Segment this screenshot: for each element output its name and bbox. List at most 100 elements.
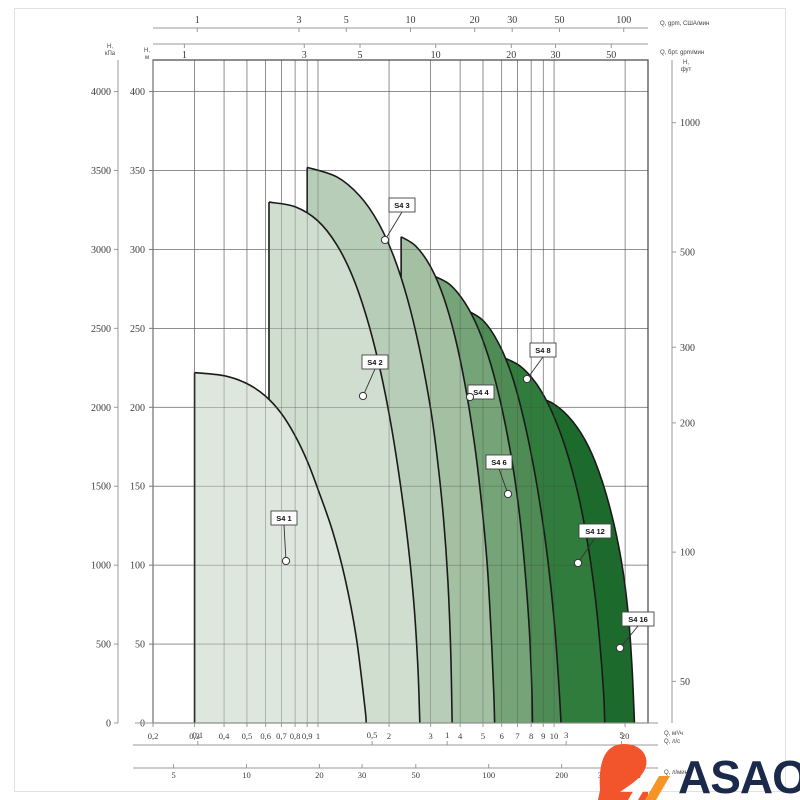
- callout-leader-line: [362, 368, 376, 397]
- curve-point-marker[interactable]: [465, 392, 475, 402]
- callout-box[interactable]: [621, 611, 655, 627]
- curve-point-marker[interactable]: [503, 489, 513, 499]
- curve-point-marker[interactable]: [380, 235, 390, 245]
- callout-leader-line: [619, 625, 639, 649]
- callout-label: S4 2: [367, 358, 382, 367]
- axis-tick-label-ls: 0,5: [367, 730, 378, 740]
- curve-area: [194, 372, 367, 723]
- axis-tick-label-lmin: 200: [555, 770, 568, 780]
- curve-line: [400, 236, 496, 724]
- axis-title-ls: Q, л/с: [664, 739, 680, 745]
- curve-point-marker[interactable]: [573, 558, 583, 568]
- axis-tick-label-ft: 500: [680, 248, 695, 259]
- callout-box[interactable]: [270, 510, 298, 526]
- axis-tick-label-m3h: 2: [387, 731, 391, 741]
- axis-tick-label-ft: 100: [680, 548, 695, 559]
- callout-box[interactable]: [485, 454, 513, 470]
- axis-tick-label-brtgpm: 20: [506, 50, 516, 61]
- callout-label: S4 3: [394, 201, 409, 210]
- callout-label: S4 4: [473, 388, 489, 397]
- callout[interactable]: S4 3: [380, 197, 416, 245]
- asao-mark-slash-2: [645, 776, 670, 800]
- axis-tick-label-m: 100: [130, 561, 145, 572]
- curve-line: [464, 308, 562, 724]
- axis-tick-label-ft: 1000: [680, 118, 700, 129]
- axis-tick-label-kpa: 2500: [91, 324, 111, 335]
- curve-point-marker[interactable]: [522, 374, 532, 384]
- axis-tick-label-m: 150: [130, 482, 145, 493]
- axis-tick-label-kpa: 3500: [91, 166, 111, 177]
- axis-tick-label-usgpm: 5: [344, 15, 349, 26]
- axes-layer: 050100150200250300350400H,м0500100015002…: [91, 15, 709, 780]
- callout[interactable]: S4 8: [522, 342, 557, 384]
- axis-tick-label-m: 200: [130, 403, 145, 414]
- callout[interactable]: S4 16: [615, 611, 655, 653]
- axis-tick-label-m: 300: [130, 245, 145, 256]
- axis-tick-label-m3h: 20: [621, 731, 630, 741]
- axis-tick-label-m3h: 0,4: [219, 731, 230, 741]
- axis-tick-label-m3h: 5: [481, 731, 485, 741]
- axis-tick-label-m3h: 0,3: [189, 731, 200, 741]
- curve-point-marker[interactable]: [281, 556, 291, 566]
- callout-box[interactable]: [361, 354, 389, 370]
- axis-tick-label-m3h: 0,6: [260, 731, 271, 741]
- callout-box[interactable]: [529, 342, 557, 358]
- axis-tick-label-kpa: 500: [96, 640, 111, 651]
- callout[interactable]: S4 2: [358, 354, 389, 401]
- axis-tick-label-ft: 300: [680, 343, 695, 354]
- axis-tick-label-m3h: 0,9: [302, 731, 313, 741]
- axis-tick-label-m3h: 1: [316, 731, 320, 741]
- axis-tick-label-usgpm: 10: [405, 15, 415, 26]
- axis-tick-label-brtgpm: 50: [606, 50, 616, 61]
- axis-tick-label-m3h: 3: [429, 731, 433, 741]
- axis-tick-label-m3h: 7: [515, 731, 519, 741]
- axis-tick-label-m3h: 8: [529, 731, 533, 741]
- callout[interactable]: S4 4: [465, 384, 495, 402]
- curve-line: [530, 393, 636, 724]
- callout-box[interactable]: [578, 523, 612, 539]
- callout-leader-line: [283, 524, 287, 562]
- axis-tick-label-m: 0: [140, 719, 145, 730]
- axis-tick-label-m3h: 0,7: [276, 731, 287, 741]
- curve-point-marker[interactable]: [615, 643, 625, 653]
- axis-tick-label-ls: 3: [564, 730, 568, 740]
- callout[interactable]: S4 6: [485, 454, 513, 499]
- callout-label: S4 16: [628, 615, 648, 624]
- callout[interactable]: S4 1: [270, 510, 298, 566]
- callout-leader-line: [498, 468, 509, 495]
- axis-tick-label-lmin: 100: [482, 770, 495, 780]
- curve-point-marker[interactable]: [358, 391, 368, 401]
- asao-wordmark: ASAO: [678, 751, 800, 800]
- callout[interactable]: S4 12: [573, 523, 612, 568]
- curve-line: [306, 166, 453, 724]
- axis-tick-label-m3h: 4: [458, 731, 463, 741]
- callout-leader-line: [526, 356, 544, 380]
- axis-title-ft: H,: [683, 60, 689, 66]
- axis-tick-label-m3h: 6: [500, 731, 504, 741]
- axis-tick-label-ls: 0,1: [192, 730, 203, 740]
- callout-leader-line: [384, 211, 403, 241]
- axis-tick-label-lmin: 10: [242, 770, 251, 780]
- axis-tick-label-ls: 5: [619, 730, 623, 740]
- axis-tick-label-usgpm: 3: [296, 15, 301, 26]
- axis-tick-label-m: 50: [135, 640, 145, 651]
- axis-tick-label-kpa: 1500: [91, 482, 111, 493]
- axis-tick-label-m3h: 0,5: [242, 731, 253, 741]
- axis-tick-label-kpa: 3000: [91, 245, 111, 256]
- axis-tick-label-kpa: 0: [106, 719, 111, 730]
- axis-tick-label-usgpm: 1: [195, 15, 200, 26]
- callout-box[interactable]: [388, 197, 416, 213]
- asao-mark-icon: [598, 744, 648, 800]
- curve-areas-layer: [152, 59, 649, 724]
- axis-tick-label-ft: 50: [680, 677, 690, 688]
- axis-tick-label-usgpm: 50: [555, 15, 565, 26]
- axis-title-m-unit: м: [145, 55, 149, 61]
- callouts-layer: S4 1 S4 2 S4 3 S4 4 S4 8 S4 6 S4 12 S4 16: [270, 197, 655, 653]
- axis-tick-label-kpa: 4000: [91, 87, 111, 98]
- axis-tick-label-brtgpm: 5: [358, 50, 363, 61]
- callout-label: S4 8: [535, 346, 550, 355]
- callout-box[interactable]: [467, 384, 495, 400]
- axis-tick-label-kpa: 1000: [91, 561, 111, 572]
- axis-tick-label-kpa: 2000: [91, 403, 111, 414]
